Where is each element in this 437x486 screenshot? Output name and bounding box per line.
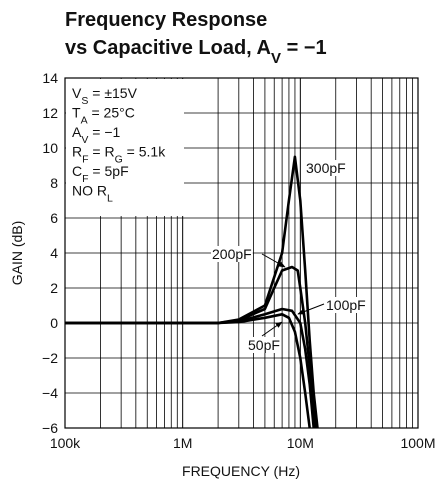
text-part: Frequency Response bbox=[65, 9, 267, 31]
condition-note: CF = 5pF bbox=[72, 163, 129, 185]
label-background bbox=[325, 297, 367, 313]
subscript: F bbox=[82, 173, 88, 185]
text-part: = R bbox=[89, 144, 115, 160]
text-part: C bbox=[72, 163, 82, 179]
y-tick-label: −4 bbox=[42, 385, 58, 401]
y-tick-label: −6 bbox=[42, 420, 58, 436]
series-label: 50pF bbox=[248, 337, 280, 353]
subscript: V bbox=[271, 50, 281, 67]
condition-note: VS = ±15V bbox=[72, 85, 138, 107]
y-tick-label: 4 bbox=[50, 245, 58, 261]
text-part: = 5.1k bbox=[123, 144, 166, 160]
x-tick-label: 1M bbox=[173, 435, 192, 451]
label-background bbox=[211, 246, 253, 262]
text-part: = 5pF bbox=[89, 163, 129, 179]
label-background bbox=[305, 160, 347, 176]
text-part: = ±15V bbox=[88, 85, 137, 101]
series-label: 300pF bbox=[306, 160, 346, 176]
text-part: vs Capacitive Load, A bbox=[65, 37, 271, 59]
label-arrow bbox=[261, 253, 286, 268]
series-label: 200pF bbox=[212, 246, 252, 262]
text-part: NO R bbox=[72, 183, 107, 199]
text-part: A bbox=[72, 124, 82, 140]
y-tick-label: 14 bbox=[42, 70, 58, 86]
x-tick-label: 100M bbox=[400, 435, 435, 451]
chart-title: Frequency Response bbox=[65, 9, 267, 31]
text-part: T bbox=[72, 105, 81, 121]
subscript: L bbox=[107, 193, 113, 205]
series-line bbox=[65, 155, 319, 429]
label-background bbox=[247, 337, 281, 353]
text-part: R bbox=[72, 144, 82, 160]
y-tick-label: −2 bbox=[42, 350, 58, 366]
y-tick-label: 2 bbox=[50, 280, 58, 296]
series-label: 100pF bbox=[326, 297, 366, 313]
text-part: = −1 bbox=[88, 124, 120, 140]
subscript: F bbox=[82, 154, 88, 166]
y-tick-label: 12 bbox=[42, 105, 58, 121]
y-tick-label: 8 bbox=[50, 175, 58, 191]
y-tick-label: 0 bbox=[50, 315, 58, 331]
notes-background bbox=[66, 79, 184, 216]
subscript: S bbox=[81, 95, 88, 107]
y-tick-label: 6 bbox=[50, 210, 58, 226]
condition-note: AV = −1 bbox=[72, 124, 120, 146]
plot-frame bbox=[64, 77, 419, 429]
condition-note: RF = RG = 5.1k bbox=[72, 144, 166, 166]
y-tick-label: 10 bbox=[42, 140, 58, 156]
condition-note: TA = 25°C bbox=[72, 105, 135, 127]
subscript: V bbox=[81, 134, 88, 146]
chart-title: vs Capacitive Load, AV = −1 bbox=[65, 37, 327, 67]
text-part: V bbox=[72, 85, 82, 101]
subscript: A bbox=[81, 115, 88, 127]
label-arrow bbox=[297, 303, 325, 315]
series-line bbox=[65, 307, 315, 429]
x-tick-label: 100k bbox=[50, 435, 81, 451]
x-axis-label: FREQUENCY (Hz) bbox=[182, 463, 300, 479]
label-arrow bbox=[261, 321, 283, 337]
text-part: = 25°C bbox=[88, 105, 135, 121]
condition-note: NO RL bbox=[72, 183, 113, 205]
x-tick-label: 10M bbox=[287, 435, 314, 451]
y-axis-label: GAIN (dB) bbox=[9, 221, 25, 286]
series-line bbox=[65, 312, 311, 429]
subscript: G bbox=[115, 154, 123, 166]
text-part: = −1 bbox=[281, 37, 327, 59]
